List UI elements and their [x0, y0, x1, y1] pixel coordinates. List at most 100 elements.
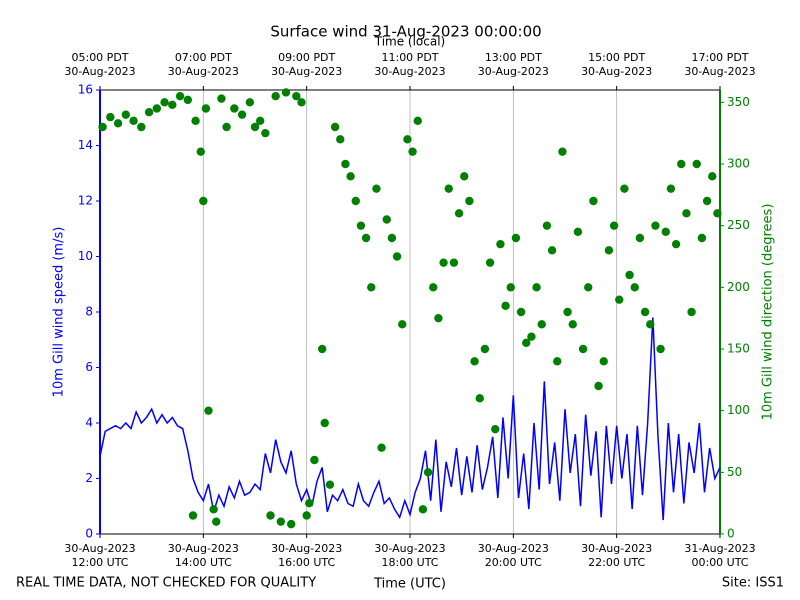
- x2-tick-label: 13:00 PDT 30-Aug-2023: [477, 51, 549, 78]
- direction-point: [346, 172, 355, 181]
- y-axis-label: 10m Gill wind speed (m/s): [52, 227, 67, 398]
- direction-point: [209, 505, 218, 514]
- direction-point: [196, 147, 205, 156]
- direction-point: [188, 511, 198, 520]
- y2-tick-label: 0: [727, 527, 735, 541]
- x-tick-label: 30-Aug-2023 22:00 UTC: [581, 542, 653, 569]
- direction-point: [558, 147, 567, 156]
- direction-point: [217, 94, 226, 103]
- direction-point: [387, 233, 397, 243]
- x2-tick-label: 11:00 PDT 30-Aug-2023: [374, 51, 446, 78]
- footer-site: Site: ISS1: [722, 576, 784, 591]
- direction-point: [408, 147, 417, 156]
- direction-point: [320, 418, 329, 428]
- x2-tick-label: 17:00 PDT 30-Aug-2023: [684, 51, 756, 78]
- direction-point: [356, 221, 366, 230]
- direction-point: [325, 480, 335, 489]
- direction-point: [584, 283, 593, 292]
- y-tick-label: 8: [85, 305, 93, 319]
- x-tick-label: 30-Aug-2023 12:00 UTC: [64, 542, 136, 569]
- x2-tick-label: 05:00 PDT 30-Aug-2023: [64, 51, 136, 78]
- direction-point: [191, 116, 200, 126]
- x2-tick-label: 09:00 PDT 30-Aug-2023: [271, 51, 343, 78]
- direction-point: [671, 239, 681, 249]
- speed-line: [99, 317, 721, 521]
- direction-point: [480, 344, 490, 354]
- direction-point: [594, 381, 603, 391]
- direction-point: [276, 517, 286, 526]
- y-tick-label: 0: [85, 527, 93, 541]
- direction-point: [392, 252, 402, 261]
- direction-point: [152, 104, 162, 113]
- direction-point: [496, 239, 505, 249]
- direction-point: [106, 112, 115, 122]
- direction-point: [372, 184, 381, 193]
- direction-point: [201, 104, 211, 113]
- direction-point: [261, 128, 270, 138]
- direction-point: [692, 159, 701, 169]
- direction-point: [501, 301, 510, 311]
- direction-point: [250, 122, 260, 132]
- y-tick-label: 6: [85, 360, 93, 374]
- direction-point: [578, 344, 588, 354]
- direction-point: [537, 320, 546, 329]
- x-tick-label: 30-Aug-2023 18:00 UTC: [374, 542, 446, 569]
- direction-point: [317, 344, 327, 354]
- direction-point: [454, 209, 464, 218]
- direction-point: [506, 283, 515, 292]
- x2-axis-label: Time (local): [374, 35, 446, 49]
- direction-point: [341, 159, 350, 169]
- direction-point: [635, 233, 645, 243]
- x-tick-label: 30-Aug-2023 20:00 UTC: [477, 542, 549, 569]
- y2-tick-label: 350: [727, 95, 750, 109]
- direction-point: [175, 91, 185, 101]
- direction-point: [336, 135, 345, 144]
- direction-point: [160, 98, 169, 107]
- direction-point: [604, 246, 614, 255]
- direction-point: [630, 283, 639, 292]
- direction-point: [382, 215, 391, 224]
- direction-point: [121, 110, 131, 119]
- direction-point: [302, 511, 311, 520]
- direction-point: [113, 119, 123, 128]
- direction-point: [656, 344, 665, 354]
- direction-point: [212, 517, 221, 526]
- y-tick-label: 16: [78, 83, 93, 97]
- direction-point: [625, 270, 634, 280]
- direction-point: [310, 455, 319, 465]
- direction-point: [599, 357, 608, 366]
- direction-point: [245, 98, 255, 107]
- direction-point: [651, 221, 660, 230]
- y2-tick-label: 150: [727, 342, 750, 356]
- direction-point: [563, 307, 572, 317]
- direction-point: [434, 313, 443, 323]
- direction-point: [292, 91, 301, 101]
- chart-title: Surface wind 31-Aug-2023 00:00:00: [270, 23, 541, 41]
- direction-point: [168, 100, 177, 110]
- direction-point: [255, 116, 265, 126]
- direction-point: [377, 443, 386, 452]
- direction-point: [516, 307, 526, 317]
- direction-point: [609, 221, 619, 230]
- y2-tick-label: 50: [727, 465, 742, 479]
- direction-point: [423, 468, 433, 477]
- footer-note: REAL TIME DATA, NOT CHECKED FOR QUALITY: [16, 576, 316, 591]
- direction-point: [98, 122, 107, 132]
- direction-point: [271, 91, 280, 101]
- direction-point: [511, 233, 521, 243]
- y-tick-label: 14: [78, 138, 93, 152]
- direction-point: [222, 122, 231, 132]
- y-tick-label: 12: [78, 194, 93, 208]
- direction-point: [351, 196, 360, 206]
- direction-point: [281, 88, 291, 97]
- y-tick-label: 10: [78, 249, 93, 263]
- direction-point: [589, 196, 598, 206]
- direction-point: [204, 406, 213, 415]
- direction-point: [418, 505, 428, 514]
- x-tick-label: 30-Aug-2023 14:00 UTC: [167, 542, 239, 569]
- direction-point: [702, 196, 712, 206]
- direction-point: [460, 172, 469, 181]
- direction-point: [532, 283, 541, 292]
- direction-point: [553, 357, 562, 366]
